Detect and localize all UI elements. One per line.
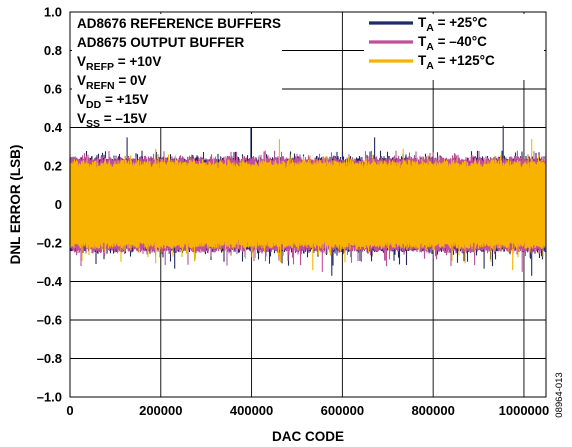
note-line6: VSS = –15V	[77, 111, 147, 130]
legend-entry: TA = +125°C	[418, 53, 495, 72]
annotation-backgrounds	[72, 14, 544, 127]
note-line2: AD8675 OUTPUT BUFFER	[77, 35, 245, 50]
note-main: V	[77, 73, 86, 88]
note-value: = +15V	[101, 92, 148, 107]
y-tick-label: –0.2	[37, 236, 62, 251]
note-main: V	[77, 54, 86, 69]
note-value: = +10V	[114, 54, 161, 69]
figure-id: 08964-013	[554, 372, 565, 417]
legend: TA = +25°CTA = –40°CTA = +125°C	[369, 15, 495, 72]
x-tick-label: 200000	[139, 403, 182, 418]
x-tick-label: 600000	[321, 403, 364, 418]
note-main: V	[77, 92, 86, 107]
x-axis-ticks: 0 200000 400000 600000 800000 1000000	[66, 403, 549, 418]
note-subscript: REFP	[86, 61, 114, 73]
notes-background	[72, 14, 282, 127]
y-tick-label: –0.4	[37, 274, 63, 289]
x-tick-label: 400000	[230, 403, 273, 418]
note-value: = –15V	[100, 111, 147, 126]
note-main: AD8675 OUTPUT BUFFER	[77, 35, 245, 50]
y-tick-label: 0.4	[44, 120, 63, 135]
y-tick-label: 0.6	[44, 82, 62, 97]
note-main: V	[77, 111, 86, 126]
y-axis-label: DNL ERROR (LSB)	[8, 145, 23, 265]
x-axis-label: DAC CODE	[272, 429, 344, 444]
y-tick-label: 0.2	[44, 159, 62, 174]
x-tick-label: 800000	[411, 403, 454, 418]
note-value: = 0V	[115, 73, 147, 88]
note-line1: AD8676 REFERENCE BUFFERS	[77, 16, 281, 31]
note-line3: VREFP = +10V	[77, 54, 161, 73]
x-tick-label: 1000000	[499, 403, 550, 418]
note-line5: VDD = +15V	[77, 92, 148, 111]
legend-entry: TA = +25°C	[418, 15, 488, 34]
y-tick-label: 0.8	[44, 43, 62, 58]
note-main: AD8676 REFERENCE BUFFERS	[77, 16, 281, 31]
y-tick-label: 0	[55, 197, 62, 212]
note-line4: VREFN = 0V	[77, 73, 147, 92]
legend-entry: TA = –40°C	[418, 34, 487, 53]
y-tick-label: –1.0	[37, 390, 62, 405]
y-tick-label: 1.0	[44, 5, 62, 20]
note-subscript: REFN	[86, 80, 115, 92]
condition-notes: AD8676 REFERENCE BUFFERS AD8675 OUTPUT BU…	[77, 16, 281, 130]
y-axis-ticks: 1.0 0.8 0.6 0.4 0.2 0 –0.2 –0.4 –0.6 –0.8 –1.0	[37, 5, 63, 405]
x-tick-label: 0	[66, 403, 73, 418]
note-subscript: DD	[86, 99, 102, 111]
note-subscript: SS	[86, 118, 100, 130]
y-tick-label: –0.6	[37, 313, 62, 328]
legend-background	[364, 14, 544, 80]
y-tick-label: –0.8	[37, 351, 62, 366]
plot-frame	[69, 11, 547, 398]
